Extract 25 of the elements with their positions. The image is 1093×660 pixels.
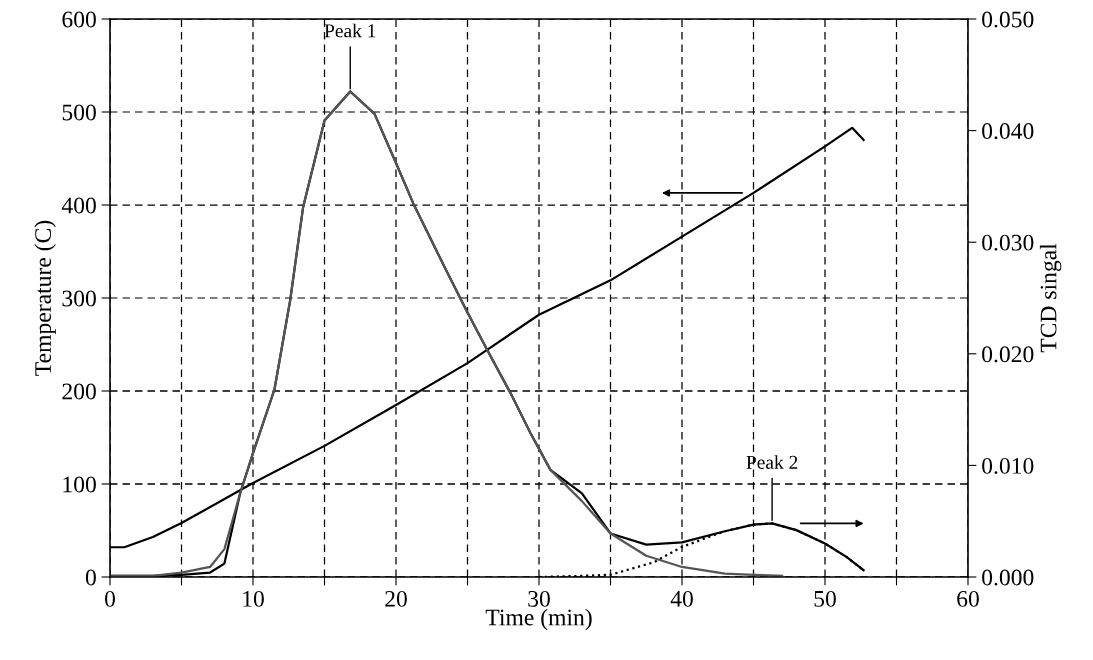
y-tick-label: 600 xyxy=(62,11,96,28)
y2-tick-label: 0.020 xyxy=(982,346,1034,363)
x-tick-label: 40 xyxy=(670,590,693,607)
y2-axis-title: TCD singal xyxy=(1039,243,1062,353)
y2-tick-label: 0.040 xyxy=(982,123,1034,140)
y-tick-label: 300 xyxy=(62,290,96,307)
x-tick-label: 0 xyxy=(105,590,115,607)
y2-tick-label: 0.000 xyxy=(982,569,1034,586)
y-tick-label: 0 xyxy=(85,569,96,586)
annotation: Peak 1 xyxy=(324,23,376,38)
y2-tick-label: 0.030 xyxy=(982,234,1034,251)
annotation: Peak 2 xyxy=(746,455,798,469)
x-tick-label: 30 xyxy=(528,590,550,607)
y2-tick-label: 0.010 xyxy=(982,457,1034,474)
y-tick-label: 100 xyxy=(63,476,96,493)
x-axis-title: Time (min) xyxy=(485,608,592,631)
x-tick-label: 60 xyxy=(957,590,979,607)
y-tick-label: 200 xyxy=(62,383,96,400)
y-tick-label: 500 xyxy=(62,104,96,121)
y2-tick-label: 0.050 xyxy=(982,11,1034,28)
x-tick-label: 10 xyxy=(243,590,264,607)
x-tick-label: 50 xyxy=(814,590,836,607)
y-axis-title: Temperature (C) xyxy=(34,220,56,376)
x-tick-label: 20 xyxy=(385,590,407,607)
y-tick-label: 400 xyxy=(61,197,96,214)
